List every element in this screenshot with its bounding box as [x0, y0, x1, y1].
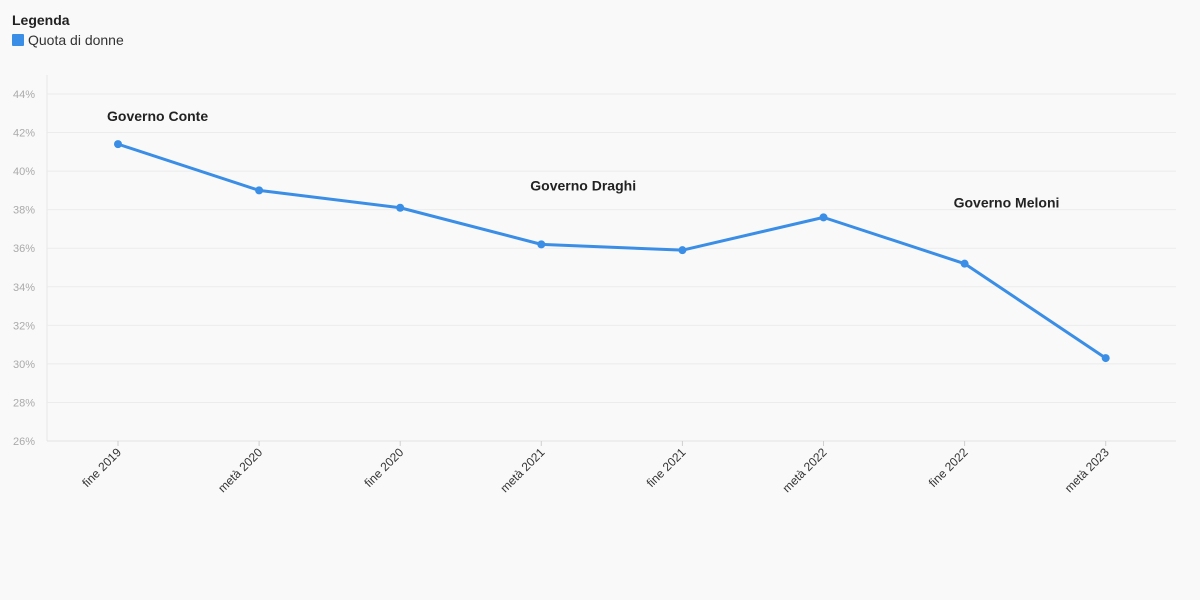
- y-axis-ticks: 26% 28% 30% 32% 34% 36% 38% 40% 42% 44%: [13, 89, 35, 448]
- y-tick-label: 40%: [13, 166, 35, 178]
- data-point: [396, 203, 405, 212]
- x-tick-label: fine 2022: [926, 445, 971, 490]
- data-point: [960, 259, 969, 268]
- data-point: [255, 186, 264, 195]
- annotation-label: Governo Draghi: [530, 177, 636, 193]
- data-point: [1101, 354, 1110, 363]
- data-point: [537, 240, 546, 249]
- x-tick-label: metà 2020: [215, 445, 265, 495]
- x-tick-label: metà 2022: [780, 445, 830, 495]
- legend-item-quota-di-donne[interactable]: Quota di donne: [12, 32, 124, 48]
- annotation-label: Governo Meloni: [954, 195, 1060, 211]
- x-tick-label: fine 2019: [79, 445, 124, 490]
- y-tick-label: 36%: [13, 243, 35, 255]
- y-tick-label: 28%: [13, 397, 35, 409]
- y-tick-label: 34%: [13, 282, 35, 294]
- legend: Legenda Quota di donne: [12, 12, 124, 48]
- grid: [46, 75, 1176, 442]
- y-tick-label: 30%: [13, 359, 35, 371]
- annotations: Governo Conte Governo Draghi Governo Melon…: [107, 108, 1059, 211]
- x-tick-label: fine 2021: [644, 445, 689, 490]
- x-tick-label: metà 2023: [1062, 445, 1112, 495]
- x-tick-label: metà 2021: [497, 445, 547, 495]
- x-axis-ticks: fine 2019 metà 2020 fine 2020 metà 2021 fine…: [79, 441, 1112, 495]
- legend-item-label: Quota di donne: [28, 32, 124, 48]
- y-tick-label: 32%: [13, 320, 35, 332]
- legend-title: Legenda: [12, 12, 70, 28]
- data-point: [678, 246, 687, 255]
- y-tick-label: 38%: [13, 205, 35, 217]
- y-tick-label: 44%: [13, 89, 35, 101]
- annotation-label: Governo Conte: [107, 108, 208, 124]
- data-point: [114, 140, 122, 149]
- series-quota-di-donne: [114, 140, 1110, 363]
- data-point: [819, 213, 828, 222]
- y-tick-label: 26%: [13, 436, 35, 448]
- x-tick-label: fine 2020: [361, 445, 406, 490]
- y-tick-label: 42%: [13, 128, 35, 140]
- legend-swatch: [12, 34, 24, 46]
- series-line: [116, 142, 1108, 360]
